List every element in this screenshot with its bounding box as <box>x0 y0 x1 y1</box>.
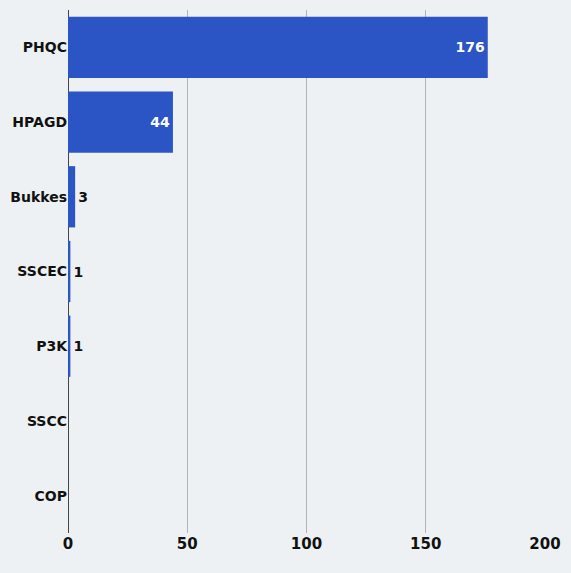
svg-text:3: 3 <box>78 189 88 205</box>
svg-text:1: 1 <box>73 338 83 354</box>
svg-text:SSCEC: SSCEC <box>17 263 67 279</box>
svg-text:44: 44 <box>150 114 170 130</box>
svg-text:200: 200 <box>529 535 560 553</box>
svg-text:0: 0 <box>63 535 73 553</box>
svg-text:COP: COP <box>35 488 67 504</box>
svg-text:150: 150 <box>410 535 441 553</box>
svg-text:1: 1 <box>73 264 83 280</box>
svg-text:100: 100 <box>291 535 322 553</box>
svg-text:Bukkes: Bukkes <box>10 189 67 205</box>
svg-text:50: 50 <box>177 535 198 553</box>
svg-text:PHQC: PHQC <box>23 39 67 55</box>
svg-text:P3K: P3K <box>36 338 68 354</box>
svg-text:176: 176 <box>456 39 485 55</box>
svg-text:HPAGD: HPAGD <box>12 114 67 130</box>
svg-text:SSCC: SSCC <box>27 413 67 429</box>
